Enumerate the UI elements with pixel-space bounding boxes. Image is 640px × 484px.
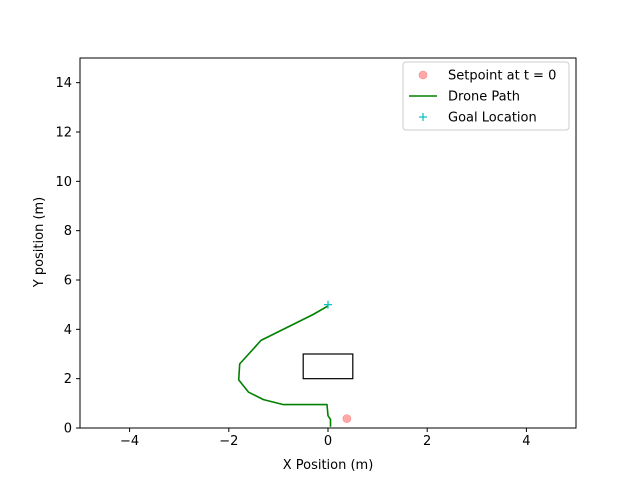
y-tick-label: 2	[64, 372, 72, 387]
y-tick-label: 0	[64, 422, 72, 437]
setpoint-marker-0	[342, 414, 352, 423]
y-tick-label: 14	[55, 76, 72, 91]
legend-entry: Drone Path	[409, 90, 520, 105]
legend-circle-swatch	[418, 70, 428, 80]
x-tick-label: −4	[120, 434, 139, 449]
y-tick-label: 8	[64, 224, 72, 239]
plot-area	[237, 300, 354, 427]
x-tick-label: 2	[423, 434, 431, 449]
x-axis-label: X Position (m)	[283, 458, 374, 473]
legend-label: Drone Path	[448, 90, 520, 105]
y-tick-label: 10	[55, 175, 72, 190]
goal-marker-0	[324, 300, 332, 309]
legend-entry: Setpoint at t = 0	[418, 69, 556, 84]
y-tick-label: 4	[64, 323, 72, 338]
y-tick-label: 12	[55, 126, 72, 141]
legend-label: Setpoint at t = 0	[448, 69, 556, 84]
legend-entry: Goal Location	[419, 111, 537, 126]
y-axis-label: Y position (m)	[32, 197, 47, 289]
x-tick-label: 0	[324, 434, 332, 449]
x-tick-label: −2	[219, 434, 238, 449]
y-tick-label: 6	[64, 274, 72, 289]
plot-content	[237, 300, 354, 427]
legend-label: Goal Location	[448, 111, 537, 126]
legend-box	[402, 61, 570, 131]
legend: Setpoint at t = 0 Drone Path Goal Location	[402, 61, 570, 131]
series-line-drone-path	[237, 305, 332, 427]
obstacle-rectangle-0	[302, 353, 354, 380]
axes: −4 −2 0 2 4 0 2 4 6 8 10 12 14	[55, 57, 577, 449]
x-tick-label: 4	[522, 434, 530, 449]
